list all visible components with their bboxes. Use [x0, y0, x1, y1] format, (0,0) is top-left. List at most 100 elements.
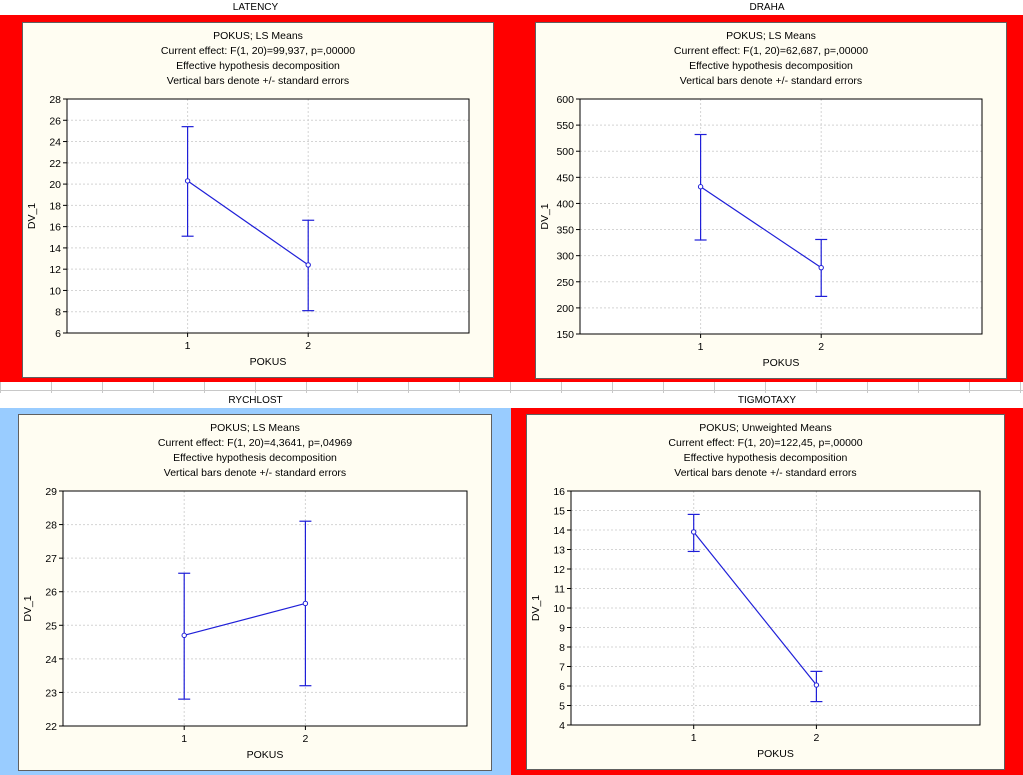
y-tick-label: 24: [45, 654, 57, 666]
x-tick-label: 2: [302, 733, 308, 745]
series-line: [187, 180, 309, 266]
y-tick-label: 350: [556, 225, 574, 237]
data-point[interactable]: [697, 184, 704, 190]
plot-area: [67, 99, 469, 333]
y-tick-label: 10: [553, 603, 565, 615]
y-axis-label: DV_1: [22, 595, 34, 621]
y-tick-label: 26: [49, 115, 61, 127]
chart-svg: POKUS; LS Means Current effect: F(1, 20)=…: [22, 422, 468, 761]
chart-header-line: Effective hypothesis decomposition: [176, 60, 340, 72]
series-line: [184, 602, 306, 636]
x-tick-label: 1: [185, 340, 191, 352]
x-axis-label: POKUS: [763, 357, 800, 369]
y-tick-label: 23: [45, 687, 57, 699]
chart-header-line: Current effect: F(1, 20)=122,45, p=,0000…: [668, 437, 862, 449]
sheet-label: TIGMOTAXY: [511, 393, 1023, 409]
y-tick-label: 29: [45, 486, 57, 498]
y-axis-label: DV_1: [539, 203, 551, 229]
data-point[interactable]: [691, 529, 697, 535]
quad-rychlost: RYCHLOST POKUS; LS Means Current effect: …: [0, 393, 511, 775]
y-tick-label: 7: [559, 662, 565, 674]
y-tick-label: 250: [556, 277, 574, 289]
y-tick-label: 14: [553, 525, 565, 537]
y-tick-label: 5: [559, 701, 565, 713]
sheet-label: RYCHLOST: [0, 393, 511, 409]
y-tick-label: 550: [556, 120, 574, 132]
plot-border: [570, 490, 981, 726]
data-point[interactable]: [818, 264, 824, 271]
chart-panel[interactable]: POKUS; LS Means Current effect: F(1, 20)=…: [535, 22, 1007, 379]
sheet-label: LATENCY: [0, 0, 511, 16]
data-point[interactable]: [302, 600, 309, 607]
chart-panel[interactable]: POKUS; LS Means Current effect: F(1, 20)=…: [18, 414, 492, 771]
y-tick-label: 8: [559, 642, 565, 654]
plot-border: [62, 490, 468, 727]
x-tick-label: 2: [305, 340, 311, 352]
y-tick-label: 10: [49, 285, 61, 297]
chart-svg: POKUS; LS Means Current effect: F(1, 20)=…: [26, 30, 470, 368]
chart-panel[interactable]: POKUS; Unweighted Means Current effect: F…: [526, 414, 1005, 770]
quad-tigmotaxy: TIGMOTAXY POKUS; Unweighted Means Current…: [511, 393, 1023, 775]
chart-header-line: POKUS; LS Means: [213, 30, 303, 42]
plot-area: [63, 491, 467, 726]
y-tick-label: 24: [49, 137, 61, 149]
chart-header-line: POKUS; LS Means: [726, 30, 816, 42]
plot-area: [580, 99, 982, 334]
quad-draha: DRAHA POKUS; LS Means Current effect: F(1…: [511, 0, 1023, 382]
data-point[interactable]: [181, 632, 187, 639]
x-tick-label: 2: [818, 341, 824, 353]
y-tick-label: 14: [49, 243, 61, 255]
y-tick-label: 20: [49, 179, 61, 191]
y-tick-label: 300: [556, 251, 574, 263]
chart-svg: POKUS; Unweighted Means Current effect: F…: [530, 422, 981, 760]
x-tick-label: 1: [181, 733, 187, 745]
sheet-label: DRAHA: [511, 0, 1023, 16]
x-tick-label: 1: [698, 341, 704, 353]
y-tick-label: 22: [45, 721, 57, 733]
y-tick-label: 600: [556, 94, 574, 106]
chart-header-line: Current effect: F(1, 20)=4,3641, p=,0496…: [158, 437, 352, 449]
chart-header-line: Effective hypothesis decomposition: [689, 60, 853, 72]
chart-header-line: Effective hypothesis decomposition: [684, 452, 848, 464]
y-tick-label: 25: [45, 620, 57, 632]
chart-header-line: Current effect: F(1, 20)=99,937, p=,0000…: [161, 45, 355, 57]
series-line: [693, 531, 817, 686]
chart-header-line: Vertical bars denote +/- standard errors: [674, 467, 856, 479]
x-axis-label: POKUS: [250, 356, 287, 368]
plot-border: [66, 98, 470, 334]
y-tick-label: 4: [559, 720, 565, 732]
y-tick-label: 18: [49, 200, 61, 212]
y-axis-label: DV_1: [530, 595, 542, 621]
chart-header-line: POKUS; LS Means: [210, 422, 300, 434]
y-tick-label: 16: [553, 486, 565, 498]
x-tick-label: 2: [813, 732, 819, 744]
y-tick-label: 200: [556, 303, 574, 315]
y-tick-label: 22: [49, 158, 61, 170]
y-tick-label: 9: [559, 623, 565, 635]
y-tick-label: 12: [553, 564, 565, 576]
chart-header-line: Vertical bars denote +/- standard errors: [680, 75, 862, 87]
y-tick-label: 6: [559, 681, 565, 693]
data-point[interactable]: [305, 262, 311, 268]
y-tick-label: 27: [45, 553, 57, 565]
y-tick-label: 500: [556, 146, 574, 158]
y-tick-label: 28: [49, 94, 61, 106]
x-axis-label: POKUS: [247, 749, 284, 761]
x-tick-label: 1: [691, 732, 697, 744]
quad-latency: LATENCY POKUS; LS Means Current effect: F…: [0, 0, 511, 382]
y-tick-label: 11: [554, 584, 565, 596]
chart-header-line: POKUS; Unweighted Means: [699, 422, 831, 434]
y-tick-label: 400: [556, 198, 574, 210]
chart-panel[interactable]: POKUS; LS Means Current effect: F(1, 20)=…: [22, 22, 494, 378]
plot-border: [579, 98, 983, 335]
y-tick-label: 26: [45, 587, 57, 599]
chart-svg: POKUS; LS Means Current effect: F(1, 20)=…: [539, 30, 983, 369]
data-point[interactable]: [813, 682, 820, 688]
y-tick-label: 150: [556, 329, 574, 341]
y-tick-label: 16: [49, 222, 61, 234]
y-axis-label: DV_1: [26, 203, 38, 229]
data-point[interactable]: [184, 178, 191, 184]
chart-header-line: Effective hypothesis decomposition: [173, 452, 337, 464]
y-tick-label: 12: [49, 264, 61, 276]
y-tick-label: 28: [45, 520, 57, 532]
